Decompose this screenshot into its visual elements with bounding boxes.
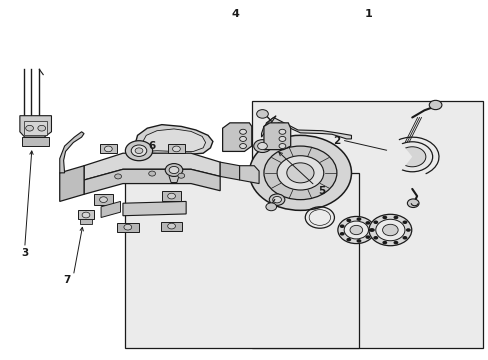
Circle shape: [125, 141, 152, 161]
Circle shape: [382, 241, 386, 244]
Bar: [117, 223, 138, 232]
Polygon shape: [222, 123, 251, 152]
Circle shape: [131, 145, 146, 157]
Circle shape: [407, 199, 418, 207]
Polygon shape: [261, 116, 276, 137]
Circle shape: [104, 146, 112, 152]
Bar: [162, 191, 181, 202]
Circle shape: [165, 163, 183, 176]
Circle shape: [279, 129, 285, 134]
Circle shape: [286, 163, 313, 183]
Circle shape: [382, 224, 397, 236]
Circle shape: [167, 193, 175, 199]
Bar: [24, 121, 47, 135]
Circle shape: [346, 219, 350, 222]
Circle shape: [365, 221, 369, 225]
Circle shape: [339, 224, 344, 228]
Circle shape: [172, 146, 180, 152]
Circle shape: [279, 144, 285, 149]
Polygon shape: [122, 202, 186, 216]
Circle shape: [264, 146, 336, 200]
Circle shape: [382, 216, 386, 219]
Circle shape: [178, 173, 184, 178]
Text: 5: 5: [318, 186, 325, 196]
Circle shape: [356, 217, 361, 221]
Text: 4: 4: [231, 9, 239, 19]
Circle shape: [368, 228, 373, 232]
Polygon shape: [20, 116, 51, 137]
Circle shape: [38, 125, 45, 131]
Text: 1: 1: [364, 9, 371, 19]
Circle shape: [373, 220, 378, 224]
Circle shape: [428, 100, 441, 110]
Text: 3: 3: [21, 248, 28, 258]
Circle shape: [344, 221, 368, 239]
Polygon shape: [22, 137, 49, 146]
Bar: [78, 210, 94, 219]
Circle shape: [365, 235, 369, 239]
Polygon shape: [264, 123, 290, 150]
Circle shape: [26, 125, 33, 131]
Bar: [125, 173, 358, 348]
Circle shape: [135, 148, 142, 154]
Circle shape: [265, 203, 276, 211]
Circle shape: [272, 197, 281, 203]
Circle shape: [337, 216, 374, 244]
Circle shape: [393, 216, 398, 219]
Circle shape: [398, 147, 425, 167]
Circle shape: [405, 228, 410, 232]
Circle shape: [339, 232, 344, 235]
Circle shape: [391, 142, 432, 172]
Circle shape: [256, 110, 268, 118]
Bar: [167, 144, 185, 153]
Polygon shape: [60, 132, 84, 173]
Polygon shape: [264, 117, 351, 144]
Bar: [100, 144, 117, 153]
Polygon shape: [60, 166, 84, 202]
Bar: [251, 102, 482, 348]
Circle shape: [269, 194, 285, 205]
Polygon shape: [220, 162, 239, 180]
Circle shape: [393, 241, 398, 244]
Circle shape: [402, 236, 407, 239]
Circle shape: [169, 166, 179, 174]
Bar: [80, 219, 92, 224]
Text: 7: 7: [63, 275, 71, 285]
Polygon shape: [142, 129, 205, 152]
Circle shape: [167, 223, 175, 229]
Circle shape: [123, 224, 131, 230]
Bar: [94, 194, 113, 205]
Circle shape: [402, 220, 407, 224]
Circle shape: [253, 140, 271, 153]
Polygon shape: [84, 153, 220, 180]
Circle shape: [279, 136, 285, 141]
Text: 6: 6: [148, 141, 155, 151]
Circle shape: [375, 219, 404, 241]
Circle shape: [369, 228, 374, 232]
Bar: [161, 222, 182, 231]
Wedge shape: [385, 140, 411, 174]
Polygon shape: [84, 169, 220, 194]
Circle shape: [257, 143, 267, 150]
Circle shape: [239, 144, 246, 149]
Circle shape: [356, 239, 361, 243]
Circle shape: [82, 212, 90, 218]
Polygon shape: [239, 166, 259, 184]
Text: 2: 2: [333, 136, 340, 146]
Circle shape: [239, 136, 246, 141]
Circle shape: [115, 174, 121, 179]
Circle shape: [368, 214, 411, 246]
Polygon shape: [101, 202, 120, 217]
Circle shape: [100, 197, 107, 203]
Circle shape: [277, 156, 323, 190]
Circle shape: [346, 238, 350, 242]
Circle shape: [239, 129, 246, 134]
Circle shape: [249, 135, 351, 210]
Circle shape: [373, 236, 378, 239]
Circle shape: [148, 171, 155, 176]
Polygon shape: [135, 125, 212, 158]
Circle shape: [349, 225, 362, 235]
